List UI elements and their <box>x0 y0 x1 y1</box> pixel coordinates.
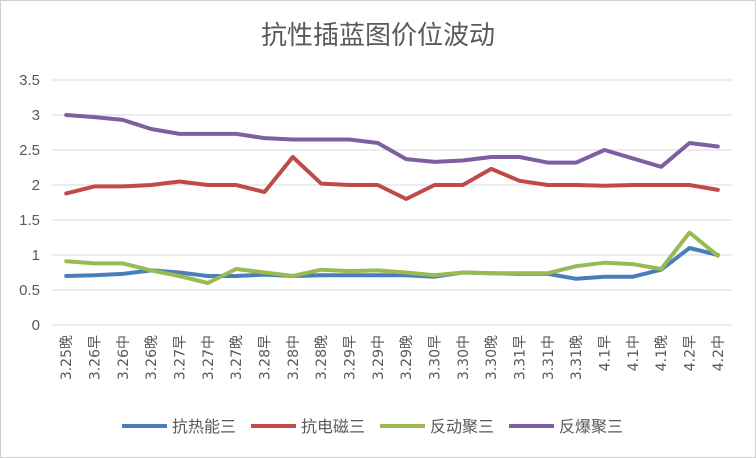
x-tick-label: 3.27中 <box>201 335 217 380</box>
x-tick-label: 3.30晚 <box>484 335 500 380</box>
y-tick-label: 0.5 <box>19 282 40 299</box>
chart-title: 抗性插蓝图价位波动 <box>261 21 495 51</box>
legend-label: 抗热能三 <box>172 417 236 436</box>
x-tick-label: 3.25晚 <box>59 335 75 380</box>
x-tick-label: 3.29中 <box>371 335 387 380</box>
y-tick-label: 1.5 <box>19 212 40 229</box>
y-tick-label: 3.5 <box>19 72 40 89</box>
x-tick-label: 4.1中 <box>626 335 642 371</box>
x-tick-label: 3.27早 <box>173 335 189 380</box>
x-tick-label: 4.1早 <box>598 335 614 371</box>
x-tick-label: 3.31晚 <box>569 335 585 380</box>
x-tick-label: 3.26早 <box>88 335 104 380</box>
x-axis-ticks: 3.25晚 3.26早 3.26中 3.26晚 3.27早 3.27中 3.27晚 3.28早… <box>59 335 727 380</box>
x-tick-label: 3.28中 <box>286 335 302 380</box>
x-tick-label: 3.28早 <box>258 335 274 380</box>
gridlines <box>52 79 732 326</box>
x-tick-label: 3.29早 <box>343 335 359 380</box>
y-tick-label: 1 <box>32 247 40 264</box>
series-line <box>64 246 720 281</box>
y-tick-label: 0 <box>32 317 40 334</box>
legend: 抗热能三 抗电磁三 反动聚三 反爆聚三 <box>122 417 623 436</box>
series-lines <box>64 113 720 285</box>
x-tick-label: 3.26晚 <box>144 335 160 380</box>
x-tick-label: 3.30中 <box>456 335 472 380</box>
y-tick-label: 2 <box>32 177 40 194</box>
x-tick-label: 3.30早 <box>428 335 444 380</box>
x-tick-label: 4.1晚 <box>654 335 670 371</box>
series-line <box>64 113 720 169</box>
series-line <box>64 230 720 285</box>
legend-label: 反爆聚三 <box>559 417 623 436</box>
series-line <box>64 155 720 201</box>
legend-label: 抗电磁三 <box>301 417 365 436</box>
x-tick-label: 3.31早 <box>513 335 529 380</box>
x-tick-label: 4.2中 <box>711 335 727 371</box>
x-tick-label: 3.31中 <box>541 335 557 380</box>
legend-label: 反动聚三 <box>430 417 494 436</box>
x-tick-label: 4.2早 <box>683 335 699 371</box>
y-tick-label: 3 <box>32 107 40 124</box>
x-tick-label: 3.26中 <box>116 335 132 380</box>
x-tick-label: 3.29晚 <box>399 335 415 380</box>
x-tick-label: 3.28晚 <box>314 335 330 380</box>
y-axis-ticks: 0 0.5 1 1.5 2 2.5 3 3.5 <box>19 72 40 334</box>
y-tick-label: 2.5 <box>19 142 40 159</box>
x-tick-label: 3.27晚 <box>229 335 245 380</box>
